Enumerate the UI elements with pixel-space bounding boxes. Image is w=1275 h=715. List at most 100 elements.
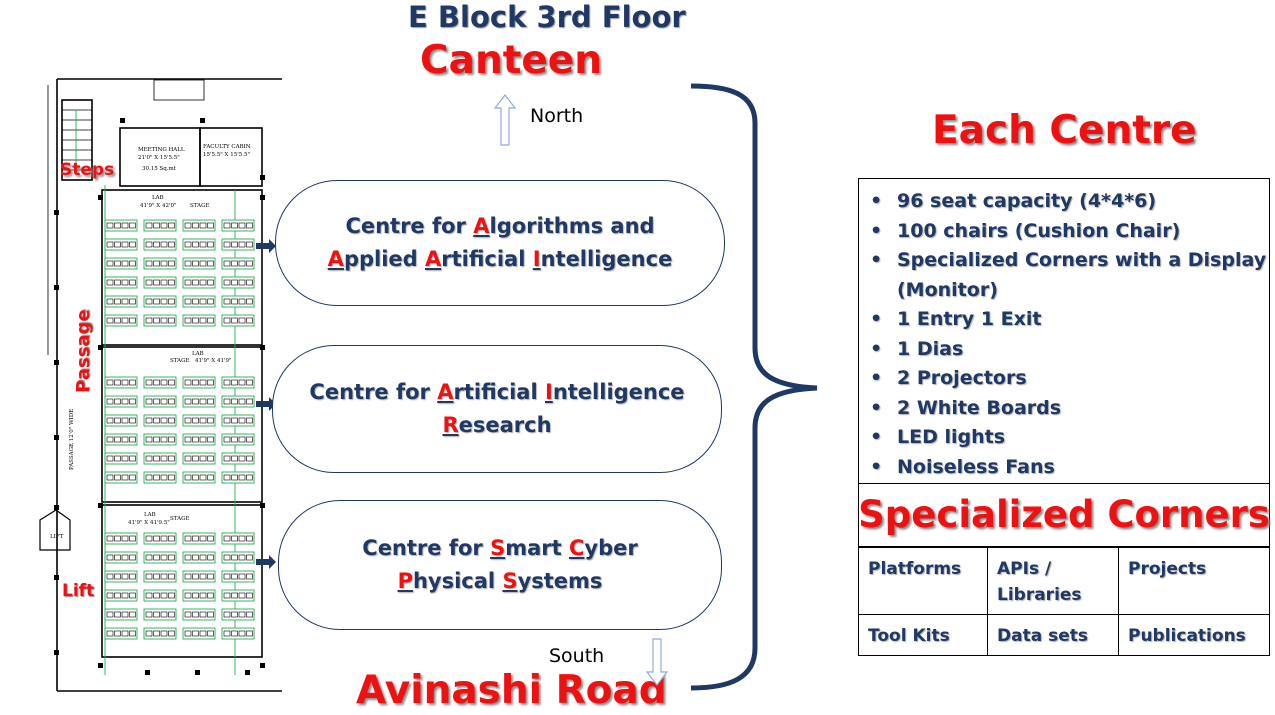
seat-block xyxy=(182,276,216,289)
lift-label: Lift xyxy=(62,581,94,601)
seat-block xyxy=(182,589,216,602)
centre-1-line1: Centre for Algorithms and xyxy=(345,210,654,243)
column-marker xyxy=(120,118,125,123)
faculty-cabin-text: FACULTY CABIN xyxy=(203,144,251,150)
centre-name-text: yber xyxy=(584,536,638,560)
meeting-hall-text: MEETING HALL xyxy=(138,147,185,153)
feature-item: 100 chairs (Cushion Chair) xyxy=(870,217,1269,247)
column-marker xyxy=(54,210,59,215)
seat-block xyxy=(104,471,138,484)
faculty-cabin-dim: 15'5.5" X 15'5.5" xyxy=(203,152,250,158)
highlighted-initial: C xyxy=(568,536,585,560)
table-cell: Projects xyxy=(1118,547,1270,615)
seat-block xyxy=(143,395,177,408)
lift-room-text: LIFT xyxy=(50,534,64,540)
seat-block xyxy=(182,532,216,545)
seat-block xyxy=(143,414,177,427)
seat-block xyxy=(104,276,138,289)
centre-name-text: hysical xyxy=(412,569,503,593)
meeting-hall-dim: 21'0" X 15'5.5" xyxy=(138,155,180,161)
seat-block xyxy=(221,471,255,484)
lab3-text: LAB xyxy=(144,512,156,518)
seat-block xyxy=(221,532,255,545)
highlighted-initial: A xyxy=(327,247,344,271)
column-marker xyxy=(260,345,265,350)
seat-block xyxy=(104,395,138,408)
highlighted-initial: A xyxy=(424,247,442,271)
seat-block xyxy=(143,532,177,545)
seat-block xyxy=(104,608,138,621)
centre-name-text: ystems xyxy=(517,569,603,593)
seat-block xyxy=(143,551,177,564)
seat-block xyxy=(182,295,216,308)
column-marker xyxy=(260,195,265,200)
seat-block xyxy=(104,452,138,465)
feature-item: Specialized Corners with a Display (Moni… xyxy=(870,246,1269,305)
seat-block xyxy=(221,608,255,621)
table-row: Platforms APIs / Libraries Projects xyxy=(858,547,1270,615)
feature-item: 2 Projectors xyxy=(870,364,1269,394)
highlighted-initial: R xyxy=(442,413,459,437)
column-marker xyxy=(54,650,59,655)
meeting-hall-area: 30.15 Sq.mt xyxy=(142,166,177,172)
lab3-stage: STAGE xyxy=(170,516,190,522)
centre-name-text: ntelligence xyxy=(540,247,673,271)
passage-wide-text: PASSAGE 12'0" WIDE xyxy=(69,409,75,470)
centre-name-text: rtificial xyxy=(453,380,545,404)
table-row: Tool Kits Data sets Publications xyxy=(858,614,1270,656)
seat-block xyxy=(221,219,255,232)
seat-block xyxy=(143,314,177,327)
column-marker xyxy=(54,505,59,510)
centre-algorithms-pill: Centre for Algorithms and Applied Artifi… xyxy=(275,180,725,306)
centre-3-line1: Centre for Smart Cyber xyxy=(362,532,637,565)
column-marker xyxy=(98,195,103,200)
highlighted-initial: A xyxy=(437,380,454,404)
south-label: South xyxy=(549,645,605,667)
seat-block xyxy=(182,314,216,327)
specialized-corners-table: Platforms APIs / Libraries Projects Tool… xyxy=(858,547,1270,656)
seat-block xyxy=(104,414,138,427)
feature-item: 96 seat capacity (4*4*6) xyxy=(870,187,1269,217)
table-cell: Platforms xyxy=(858,547,988,615)
seat-block xyxy=(182,471,216,484)
seat-block xyxy=(221,238,255,251)
seat-block xyxy=(182,376,216,389)
seat-block xyxy=(143,608,177,621)
seat-block xyxy=(104,532,138,545)
seat-block xyxy=(143,589,177,602)
seat-block xyxy=(221,433,255,446)
north-label: North xyxy=(530,105,584,127)
seat-block xyxy=(143,219,177,232)
seat-block xyxy=(143,376,177,389)
seat-block xyxy=(221,414,255,427)
north-arrow-icon xyxy=(494,94,516,146)
seat-block xyxy=(182,433,216,446)
seat-block xyxy=(143,433,177,446)
features-box: 96 seat capacity (4*4*6)100 chairs (Cush… xyxy=(858,178,1270,484)
highlighted-initial: S xyxy=(490,536,506,560)
seat-block xyxy=(221,314,255,327)
centre-name-text: lgorithms and xyxy=(489,214,655,238)
seat-block xyxy=(182,551,216,564)
lab2-stage: STAGE xyxy=(170,358,190,364)
seat-block xyxy=(104,551,138,564)
seat-block xyxy=(104,314,138,327)
seat-block xyxy=(182,608,216,621)
seat-block xyxy=(143,627,177,640)
seat-block xyxy=(182,570,216,583)
seat-block xyxy=(182,219,216,232)
table-cell: APIs / Libraries xyxy=(987,547,1119,615)
seat-block xyxy=(221,295,255,308)
floor-plan: MEETING HALL 21'0" X 15'5.5" 30.15 Sq.mt… xyxy=(39,78,282,692)
centre-cyber-physical-pill: Centre for Smart Cyber Physical Systems xyxy=(278,500,722,630)
seat-block xyxy=(221,376,255,389)
seat-block xyxy=(104,238,138,251)
feature-item: 2 White Boards xyxy=(870,394,1269,424)
table-cell: Data sets xyxy=(987,614,1119,656)
seat-block xyxy=(104,219,138,232)
centre-2-line2: Research xyxy=(442,409,551,442)
highlighted-initial: A xyxy=(473,214,490,238)
highlighted-initial: I xyxy=(544,380,553,404)
seat-block xyxy=(143,276,177,289)
feature-item: LED lights xyxy=(870,423,1269,453)
